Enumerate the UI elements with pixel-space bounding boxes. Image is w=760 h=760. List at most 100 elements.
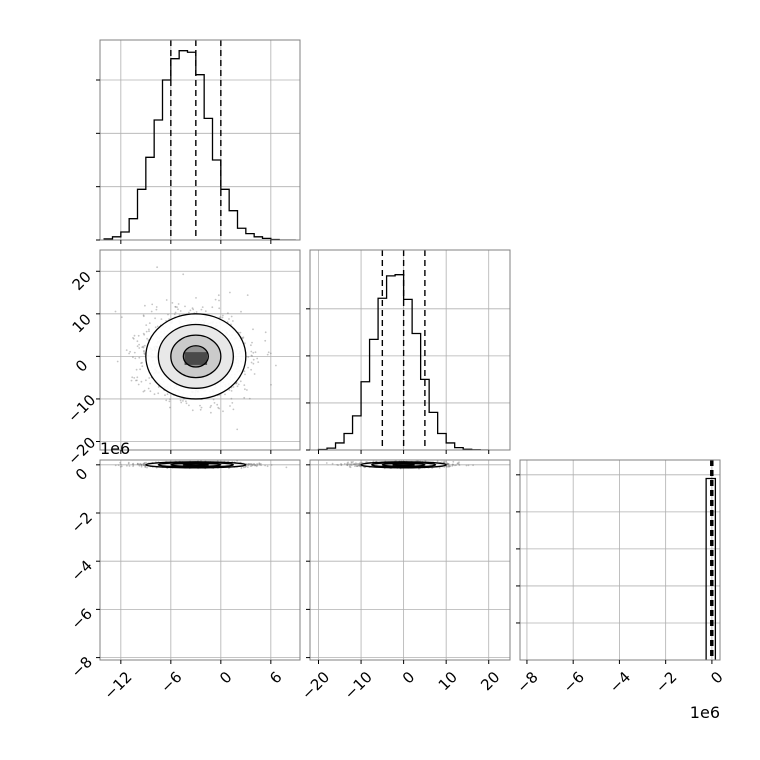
scatter-point	[218, 407, 221, 410]
x-tick-label: −8	[513, 668, 541, 696]
scatter-point	[346, 464, 349, 467]
scatter-point	[358, 464, 361, 466]
contour-line	[392, 463, 415, 467]
scatter-point	[359, 465, 362, 468]
scatter-point	[117, 464, 120, 466]
scatter-point	[354, 463, 357, 466]
scatter-point	[352, 463, 355, 466]
scatter-point	[358, 464, 361, 467]
scatter-point	[266, 465, 269, 468]
scatter-point	[353, 463, 355, 466]
scatter-point	[448, 465, 450, 467]
panel-scatter-2-1: −20 −10 0 10 20	[298, 459, 511, 703]
scatter-point	[188, 311, 190, 314]
scatter-point	[355, 463, 358, 465]
scatter-point	[114, 464, 117, 467]
scatter-point	[242, 466, 245, 469]
x-tick-label: −10	[341, 668, 376, 703]
scatter-point	[231, 402, 234, 404]
scatter-point	[146, 466, 148, 469]
y-offset-label: 1e6	[100, 439, 130, 458]
scatter-point	[125, 349, 128, 351]
scatter-point	[252, 351, 255, 354]
scatter-point	[325, 462, 328, 464]
x-tick-label: −4	[606, 668, 634, 696]
scatter-point	[222, 410, 224, 413]
scatter-point	[241, 337, 244, 340]
scatter-point	[142, 390, 145, 393]
scatter-point	[452, 460, 455, 463]
y-tick-label: −8	[68, 653, 96, 681]
scatter-point	[136, 340, 139, 343]
panel-frame	[99, 39, 301, 241]
scatter-point	[270, 464, 273, 466]
y-tick-label: −6	[68, 605, 96, 633]
scatter-point	[458, 461, 460, 464]
scatter-point	[346, 464, 348, 466]
scatter-point	[189, 309, 192, 312]
scatter-point	[357, 464, 360, 467]
scatter-point	[148, 322, 151, 324]
scatter-point	[356, 465, 359, 467]
scatter-point	[253, 463, 255, 465]
scatter-point	[244, 466, 247, 468]
scatter-point	[214, 298, 217, 301]
scatter-point	[140, 463, 143, 466]
scatter-point	[264, 464, 266, 467]
scatter-point	[142, 332, 145, 335]
scatter-point	[246, 294, 249, 296]
scatter-point	[348, 465, 351, 468]
scatter-point	[251, 464, 254, 467]
scatter-point	[199, 408, 202, 411]
scatter-point	[349, 463, 351, 466]
panel-hist-0	[96, 39, 301, 244]
scatter-point	[120, 316, 123, 319]
scatter-point	[143, 389, 146, 392]
scatter-point	[447, 463, 450, 465]
scatter-point	[224, 393, 226, 396]
scatter-point	[139, 368, 142, 371]
plot-area	[310, 460, 510, 660]
scatter-point	[132, 356, 134, 359]
scatter-point	[210, 404, 213, 407]
scatter-point	[358, 463, 361, 465]
panel-frame	[309, 459, 511, 661]
contour-line	[381, 462, 426, 467]
scatter-point	[200, 406, 203, 409]
scatter-point	[154, 317, 157, 320]
scatter-point	[213, 402, 216, 404]
scatter-point	[356, 462, 359, 465]
scatter-point	[443, 461, 445, 464]
scatter-point	[157, 392, 160, 395]
scatter-point	[249, 465, 252, 467]
scatter-point	[128, 465, 131, 467]
scatter-point	[446, 463, 449, 466]
scatter-point	[250, 344, 252, 347]
scatter-point	[250, 361, 253, 364]
scatter-point	[250, 354, 253, 357]
scatter-point	[229, 291, 231, 294]
scatter-point	[347, 461, 349, 464]
plot-area	[100, 460, 300, 660]
scatter-point	[143, 464, 146, 467]
scatter-point	[446, 465, 448, 468]
scatter-point	[133, 334, 136, 337]
scatter-point	[250, 368, 253, 371]
scatter-point	[264, 331, 267, 334]
scatter-point	[135, 379, 137, 382]
scatter-point	[145, 379, 147, 382]
scatter-point	[143, 464, 146, 467]
scatter-point	[267, 351, 270, 354]
scatter-point	[252, 463, 254, 466]
scatter-point	[358, 462, 361, 465]
scatter-point	[243, 396, 246, 399]
y-tick-label: −20	[64, 433, 99, 468]
scatter-point	[136, 379, 138, 382]
scatter-point	[218, 307, 221, 310]
x-tick-label: −20	[298, 668, 333, 703]
scatter-point	[248, 463, 251, 465]
scatter-point	[340, 463, 342, 465]
scatter-point	[359, 461, 362, 464]
scatter-point	[180, 401, 183, 404]
